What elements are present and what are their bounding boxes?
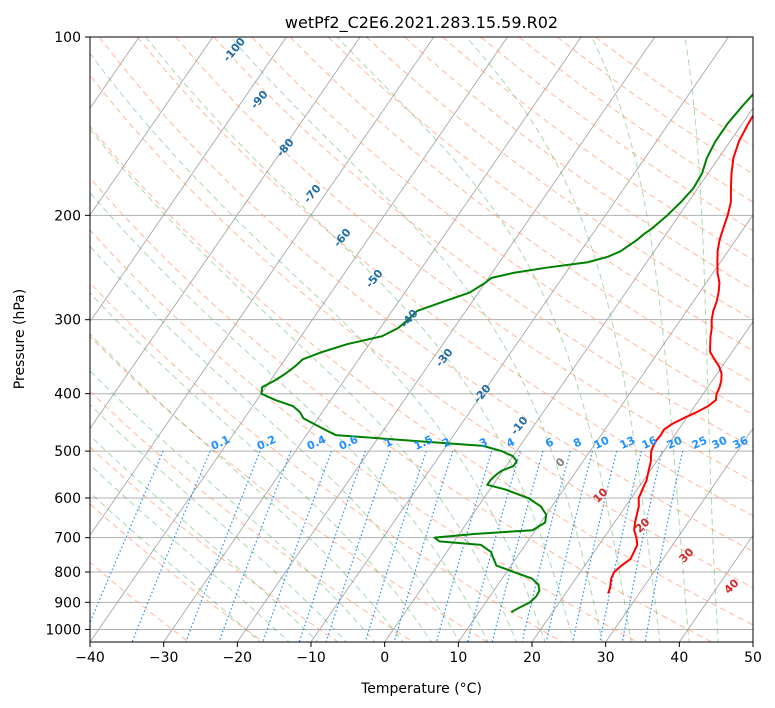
plot-frame bbox=[89, 36, 754, 643]
x-tick-label: −20 bbox=[223, 650, 253, 666]
y-tick-label: 100 bbox=[54, 30, 81, 46]
y-tick-label: 200 bbox=[54, 208, 81, 224]
axes: −40 −30 −20 −10 0 10 20 30 40 50 100 200 300 400 500 60… bbox=[45, 30, 762, 666]
moist-adiabat-line bbox=[90, 191, 489, 642]
mixing-ratio-label: 16 bbox=[640, 434, 660, 452]
mixing-ratio-line bbox=[218, 450, 292, 642]
x-tick-label: 30 bbox=[597, 650, 615, 666]
dry-adiabat-line bbox=[251, 37, 753, 416]
mixing-ratio-line bbox=[298, 450, 366, 642]
mixing-ratio-line bbox=[621, 450, 663, 642]
moist-adiabat-line bbox=[90, 333, 404, 642]
moist-adiabat-line bbox=[90, 292, 433, 642]
temperature-profile bbox=[607, 113, 753, 594]
y-tick-label: 900 bbox=[54, 595, 81, 611]
isotherm-line bbox=[90, 37, 508, 642]
moist-adiabat-line bbox=[465, 37, 661, 642]
isotherm-line bbox=[310, 37, 729, 642]
moist-adiabat-line bbox=[336, 37, 632, 642]
x-tick-label: 50 bbox=[744, 650, 762, 666]
mixing-ratio-label: 25 bbox=[690, 434, 709, 452]
isotherm-line bbox=[236, 37, 656, 642]
dry-adiabat-line bbox=[90, 74, 753, 589]
mixing-ratio-line bbox=[364, 450, 427, 642]
y-axis-label: Pressure (hPa) bbox=[12, 289, 28, 389]
x-tick-label: 20 bbox=[523, 650, 541, 666]
y-tick-label: 800 bbox=[54, 565, 81, 581]
y-tick-label: 1000 bbox=[45, 622, 81, 638]
y-tick-label: 500 bbox=[54, 444, 81, 460]
moist-adiabat-line bbox=[90, 370, 376, 642]
dry-adiabat-line bbox=[90, 125, 753, 626]
mixing-ratio-line bbox=[325, 450, 391, 642]
mixing-ratio-label: 13 bbox=[618, 434, 637, 452]
moist-adiabat-line bbox=[591, 37, 690, 642]
mixing-ratio-line bbox=[572, 450, 618, 642]
dry-adiabat-line bbox=[90, 282, 564, 642]
mixing-ratio-line bbox=[599, 450, 642, 642]
dewpoint-profile bbox=[260, 92, 753, 614]
x-tick-label: 10 bbox=[449, 650, 467, 666]
profile-series bbox=[260, 92, 753, 614]
dry-adiabat-line bbox=[90, 446, 340, 642]
dry-adiabat-line bbox=[213, 37, 753, 449]
dry-adiabat-line bbox=[98, 37, 753, 552]
mixing-ratio-line bbox=[262, 450, 333, 642]
isotherm-line bbox=[457, 214, 753, 642]
moist-adiabat-line bbox=[90, 464, 290, 642]
isotherm-line bbox=[90, 37, 435, 537]
dry-adiabat-line bbox=[90, 503, 265, 642]
mixing-ratio-label: 20 bbox=[665, 434, 685, 452]
y-tick-label: 300 bbox=[54, 313, 81, 329]
isotherm-line bbox=[605, 427, 753, 642]
moist-adiabat-line bbox=[90, 128, 518, 642]
mixing-ratio-line bbox=[644, 450, 684, 642]
moist-adiabat-line bbox=[230, 37, 603, 642]
mixing-ratio-label: 30 bbox=[710, 434, 730, 452]
moist-adiabat-line bbox=[684, 37, 719, 642]
x-tick-label: −40 bbox=[75, 650, 105, 666]
x-tick-label: −30 bbox=[149, 650, 179, 666]
isotherm-line bbox=[531, 320, 753, 642]
isotherm-line bbox=[163, 37, 582, 642]
dry-adiabat-line bbox=[175, 37, 753, 482]
chart-title: wetPf2_C2E6.2021.283.15.59.R02 bbox=[285, 13, 558, 33]
y-tick-label: 400 bbox=[54, 387, 81, 403]
dry-adiabat-line bbox=[90, 177, 713, 642]
x-tick-label: 0 bbox=[380, 650, 389, 666]
mixing-ratio-line bbox=[466, 450, 521, 642]
mixing-ratio-line bbox=[545, 450, 594, 642]
moist-adiabat-line bbox=[90, 491, 261, 642]
x-axis-label: Temperature (°C) bbox=[360, 681, 482, 697]
dry-adiabat-line bbox=[90, 335, 489, 642]
moist-adiabat-line bbox=[145, 37, 575, 642]
mixing-ratio-label: 10 bbox=[592, 434, 612, 452]
x-tick-label: 40 bbox=[670, 650, 688, 666]
dry-adiabat-line bbox=[137, 37, 753, 517]
isotherm-line bbox=[678, 534, 753, 642]
dry-adiabat-line bbox=[90, 561, 190, 642]
mixing-ratio-line bbox=[90, 450, 164, 624]
mixing-ratio-line bbox=[435, 450, 493, 642]
isotherm-line bbox=[90, 37, 361, 430]
y-tick-label: 600 bbox=[54, 491, 81, 507]
isotherm-line bbox=[90, 37, 287, 323]
x-tick-label: −10 bbox=[296, 650, 326, 666]
mixing-ratio-label: 36 bbox=[731, 434, 751, 452]
y-tick-label: 700 bbox=[54, 531, 81, 547]
dry-adiabat-line bbox=[90, 229, 639, 642]
